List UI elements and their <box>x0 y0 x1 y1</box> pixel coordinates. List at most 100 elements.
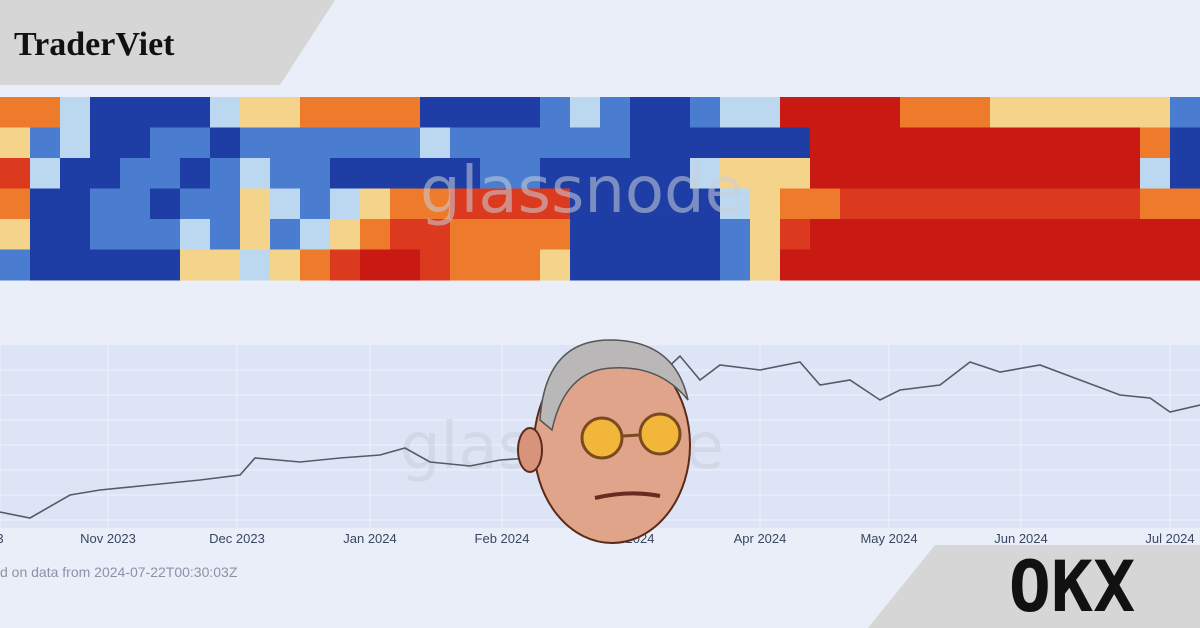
heatmap-cell <box>1170 158 1200 189</box>
heatmap-cell <box>120 188 151 220</box>
heatmap-cell <box>360 219 391 250</box>
heatmap-cell <box>870 158 901 189</box>
heatmap-cell <box>300 219 331 250</box>
heatmap-cell <box>1140 249 1171 281</box>
heatmap-cell <box>900 127 931 159</box>
heatmap-cell <box>210 97 241 128</box>
heatmap-cell <box>510 158 541 189</box>
heatmap-cell <box>1170 219 1200 250</box>
heatmap-cell <box>720 97 751 128</box>
heatmap-cell <box>870 188 901 220</box>
heatmap-cell <box>660 158 691 189</box>
heatmap-cell <box>1080 127 1111 159</box>
heatmap-cell <box>210 188 241 220</box>
heatmap-cell <box>810 127 841 159</box>
heatmap-cell <box>120 127 151 159</box>
x-tick-label: Dec 2023 <box>209 531 265 546</box>
heatmap-cell <box>60 249 91 281</box>
heatmap-cell <box>90 97 121 128</box>
heatmap-cell <box>660 188 691 220</box>
heatmap-cell <box>30 97 61 128</box>
heatmap-cell <box>420 219 451 250</box>
heatmap-cell <box>450 219 481 250</box>
heatmap-cell <box>690 188 721 220</box>
heatmap-cell <box>990 97 1021 128</box>
heatmap-cell <box>660 219 691 250</box>
heatmap-cell <box>750 97 781 128</box>
heatmap-cell <box>300 127 331 159</box>
heatmap-cell <box>390 249 421 281</box>
heatmap-cell <box>180 249 211 281</box>
heatmap-cell <box>1110 188 1141 220</box>
heatmap-cell <box>930 127 961 159</box>
heatmap-cell <box>510 249 541 281</box>
heatmap-cell <box>960 97 991 128</box>
heatmap-cell <box>150 188 181 220</box>
heatmap-cell <box>270 158 301 189</box>
heatmap-cell <box>690 249 721 281</box>
heatmap-cell <box>1080 188 1111 220</box>
heatmap-cell <box>210 249 241 281</box>
heatmap-cell <box>930 249 961 281</box>
heatmap-cell <box>750 158 781 189</box>
heatmap-cell <box>1020 127 1051 159</box>
heatmap-cell <box>840 127 871 159</box>
heatmap-cell <box>540 249 571 281</box>
heatmap-cell <box>540 127 571 159</box>
heatmap-cell <box>420 127 451 159</box>
heatmap-cell <box>540 97 571 128</box>
heatmap-cell <box>960 188 991 220</box>
heatmap-cell <box>810 188 841 220</box>
heatmap-cell <box>330 219 361 250</box>
heatmap-cell <box>840 97 871 128</box>
heatmap-cell <box>540 158 571 189</box>
heatmap-cell <box>600 127 631 159</box>
heatmap-cell <box>150 158 181 189</box>
heatmap-cell <box>840 188 871 220</box>
heatmap-cell <box>390 97 421 128</box>
heatmap-cell <box>840 249 871 281</box>
heatmap-cell <box>120 97 151 128</box>
heatmap-cell <box>630 249 661 281</box>
heatmap <box>0 97 1200 281</box>
heatmap-cell <box>330 97 361 128</box>
heatmap-cell <box>1080 97 1111 128</box>
heatmap-cell <box>60 97 91 128</box>
heatmap-cell <box>210 219 241 250</box>
heatmap-cell <box>30 219 61 250</box>
logo-banner <box>868 545 1200 628</box>
heatmap-cell <box>1050 97 1081 128</box>
heatmap-cell <box>930 158 961 189</box>
heatmap-cell <box>720 219 751 250</box>
heatmap-cell <box>690 219 721 250</box>
heatmap-cell <box>510 188 541 220</box>
heatmap-cell <box>390 188 421 220</box>
heatmap-cell <box>930 219 961 250</box>
heatmap-cell <box>1020 97 1051 128</box>
heatmap-cell <box>990 188 1021 220</box>
heatmap-cell <box>0 97 31 128</box>
heatmap-cell <box>810 219 841 250</box>
heatmap-cell <box>480 188 511 220</box>
heatmap-cell <box>780 188 811 220</box>
heatmap-cell <box>660 127 691 159</box>
heatmap-cell <box>630 219 661 250</box>
heatmap-cell <box>30 127 61 159</box>
heatmap-cell <box>450 249 481 281</box>
heatmap-cell <box>720 188 751 220</box>
heatmap-cell <box>360 188 391 220</box>
heatmap-cell <box>1080 219 1111 250</box>
heatmap-cell <box>360 97 391 128</box>
heatmap-cell <box>1050 158 1081 189</box>
heatmap-cell <box>420 188 451 220</box>
heatmap-cell <box>720 249 751 281</box>
heatmap-cell <box>60 188 91 220</box>
heatmap-cell <box>1170 97 1200 128</box>
heatmap-cell <box>780 249 811 281</box>
heatmap-cell <box>390 219 421 250</box>
heatmap-cell <box>690 97 721 128</box>
heatmap-cell <box>270 188 301 220</box>
heatmap-cell <box>90 158 121 189</box>
heatmap-cell <box>450 127 481 159</box>
